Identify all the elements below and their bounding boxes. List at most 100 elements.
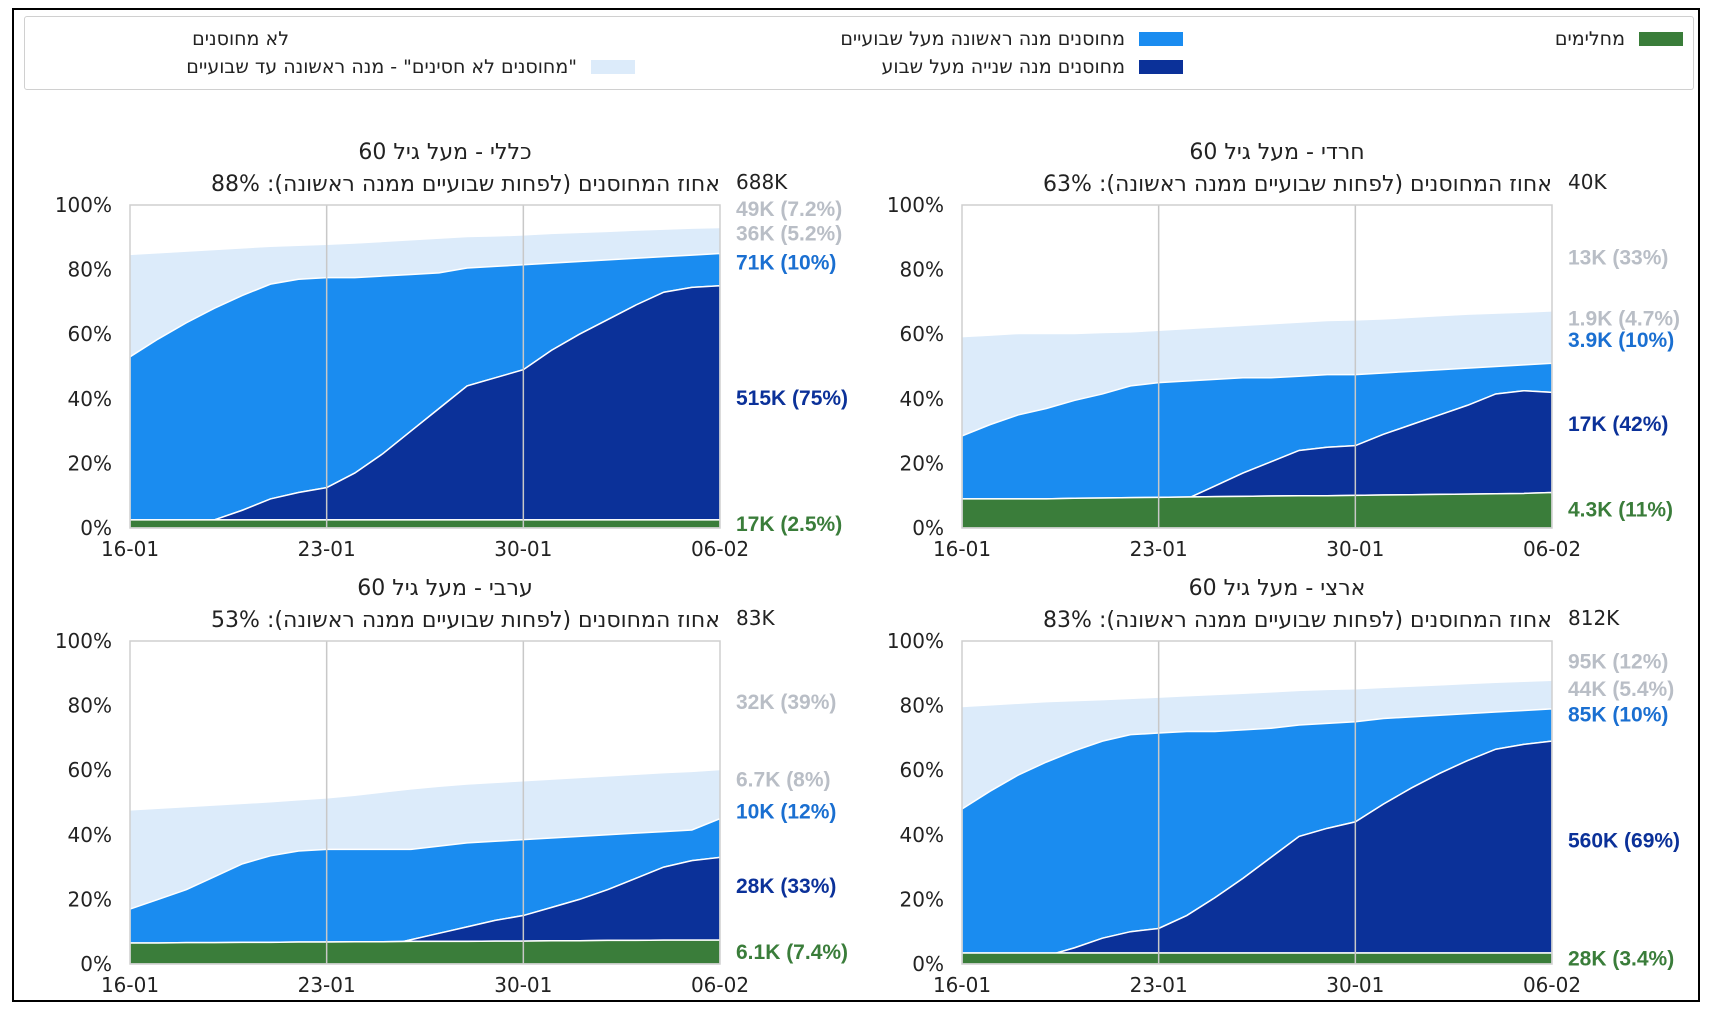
y-tick-label: 80% xyxy=(900,694,944,718)
chart-subtitle: אחוז המחוסנים (לפחות שבועיים ממנה ראשונה… xyxy=(211,172,720,197)
end-label: 44K (5.4%) xyxy=(1568,678,1674,701)
x-tick-label: 30-01 xyxy=(1326,973,1384,997)
end-label: 17K (2.5%) xyxy=(736,513,842,536)
end-label: 71K (10%) xyxy=(736,252,836,275)
y-tick-label: 100% xyxy=(55,193,112,217)
y-tick-label: 60% xyxy=(900,758,944,782)
legend-swatch-second-dose xyxy=(1139,60,1183,74)
y-tick-label: 100% xyxy=(55,629,112,653)
x-tick-label: 16-01 xyxy=(933,537,991,561)
y-tick-label: 80% xyxy=(900,258,944,282)
x-tick-label: 30-01 xyxy=(1326,537,1384,561)
y-tick-label: 0% xyxy=(912,952,944,976)
end-label: 560K (69%) xyxy=(1568,830,1680,853)
x-tick-label: 30-01 xyxy=(494,537,552,561)
end-label: 28K (33%) xyxy=(736,875,836,898)
legend-label-first-dose: מחוסנים מנה ראשונה מעל שבועיים xyxy=(840,28,1125,50)
chart-title: ארצי - מעל גיל 60 xyxy=(1189,576,1366,601)
y-tick-label: 40% xyxy=(68,387,112,411)
y-tick-label: 60% xyxy=(68,322,112,346)
x-tick-label: 16-01 xyxy=(101,537,159,561)
plot-border xyxy=(129,204,721,529)
y-tick-label: 80% xyxy=(68,258,112,282)
legend-item-recovered: מחלימים xyxy=(1555,27,1683,51)
area-recovered xyxy=(961,952,1553,965)
plot-border xyxy=(961,204,1553,529)
legend-item-second-dose: מחוסנים מנה שנייה מעל שבוע xyxy=(882,55,1183,79)
y-tick-label: 20% xyxy=(68,451,112,475)
area-recovered xyxy=(961,491,1553,529)
y-tick-label: 20% xyxy=(68,887,112,911)
chart-subtitle: אחוז המחוסנים (לפחות שבועיים ממנה ראשונה… xyxy=(1043,172,1552,197)
end-label: 17K (42%) xyxy=(1568,413,1668,436)
chart-title: כללי - מעל גיל 60 xyxy=(358,140,531,165)
end-label: 49K (7.2%) xyxy=(736,198,842,221)
x-tick-label: 16-01 xyxy=(101,973,159,997)
area-early xyxy=(962,311,1552,436)
end-label: 10K (12%) xyxy=(736,801,836,824)
y-tick-label: 40% xyxy=(68,823,112,847)
plot-border xyxy=(129,640,721,965)
y-tick-label: 0% xyxy=(80,516,112,540)
legend-label-recovered: מחלימים xyxy=(1554,28,1625,50)
y-tick-label: 20% xyxy=(900,887,944,911)
end-label: 28K (3.4%) xyxy=(1568,948,1674,971)
y-tick-label: 60% xyxy=(900,322,944,346)
end-label: 6.1K (7.4%) xyxy=(736,941,848,964)
y-tick-label: 20% xyxy=(900,451,944,475)
y-tick-label: 0% xyxy=(80,952,112,976)
legend-swatch-early xyxy=(591,60,635,74)
chart-subtitle: אחוז המחוסנים (לפחות שבועיים ממנה ראשונה… xyxy=(211,608,720,633)
x-tick-label: 23-01 xyxy=(298,537,356,561)
end-label: 13K (33%) xyxy=(1568,247,1668,270)
y-tick-label: 40% xyxy=(900,823,944,847)
x-tick-label: 06-02 xyxy=(691,973,749,997)
legend-label-unvaccinated: לא מחוסנים xyxy=(192,28,289,50)
end-label: 95K (12%) xyxy=(1568,650,1668,673)
area-recovered xyxy=(129,519,721,529)
area-early xyxy=(130,228,720,357)
chart-title: חרדי - מעל גיל 60 xyxy=(1189,140,1364,165)
end-label: 6.7K (8%) xyxy=(736,768,831,791)
chart-national: 0% 20% 40% 60% 80% 100% 16-01 23-01 30-01 06-02 אר… xyxy=(887,576,1680,997)
legend: לא מחוסנים "מחוסנים לא חסינים" - מנה ראש… xyxy=(24,16,1694,90)
end-label: 36K (5.2%) xyxy=(736,222,842,245)
end-label: 1.9K (4.7%) xyxy=(1568,307,1680,330)
y-tick-label: 100% xyxy=(887,629,944,653)
legend-swatch-unvaccinated xyxy=(303,32,347,46)
legend-item-unvaccinated: לא מחוסנים xyxy=(192,27,347,51)
x-tick-label: 23-01 xyxy=(1130,537,1188,561)
area-early xyxy=(130,770,720,910)
end-label: 515K (75%) xyxy=(736,387,848,410)
area-early xyxy=(962,681,1552,809)
end-label: 3.9K (10%) xyxy=(1568,329,1674,352)
legend-item-early: "מחוסנים לא חסינים" - מנה ראשונה עד שבוע… xyxy=(186,55,635,79)
area-recovered xyxy=(129,939,721,965)
y-tick-label: 60% xyxy=(68,758,112,782)
x-tick-label: 16-01 xyxy=(933,973,991,997)
legend-item-first-dose: מחוסנים מנה ראשונה מעל שבועיים xyxy=(840,27,1183,51)
end-label: 85K (10%) xyxy=(1568,704,1668,727)
chart-subtitle: אחוז המחוסנים (לפחות שבועיים ממנה ראשונה… xyxy=(1043,608,1552,633)
chart-title: ערבי - מעל גיל 60 xyxy=(357,576,532,601)
chart-overall: 0% 20% 40% 60% 80% 100% 16-01 23-01 30-01 06-02 כל… xyxy=(55,140,848,561)
x-tick-label: 06-02 xyxy=(1523,537,1581,561)
end-label: 32K (39%) xyxy=(736,691,836,714)
plot-border xyxy=(961,640,1553,965)
end-label: 4.3K (11%) xyxy=(1568,499,1673,522)
legend-label-early: "מחוסנים לא חסינים" - מנה ראשונה עד שבוע… xyxy=(186,56,577,78)
y-tick-label: 40% xyxy=(900,387,944,411)
y-tick-label: 0% xyxy=(912,516,944,540)
total-label: 812K xyxy=(1568,606,1620,630)
total-label: 83K xyxy=(736,606,775,630)
y-tick-label: 80% xyxy=(68,694,112,718)
chart-arab: 0% 20% 40% 60% 80% 100% 16-01 23-01 30-01 06-02 ער… xyxy=(55,576,848,997)
legend-swatch-recovered xyxy=(1639,32,1683,46)
legend-swatch-first-dose xyxy=(1139,32,1183,46)
x-tick-label: 23-01 xyxy=(298,973,356,997)
x-tick-label: 06-02 xyxy=(1523,973,1581,997)
total-label: 688K xyxy=(736,170,788,194)
legend-label-second-dose: מחוסנים מנה שנייה מעל שבוע xyxy=(881,56,1125,78)
y-tick-label: 100% xyxy=(887,193,944,217)
